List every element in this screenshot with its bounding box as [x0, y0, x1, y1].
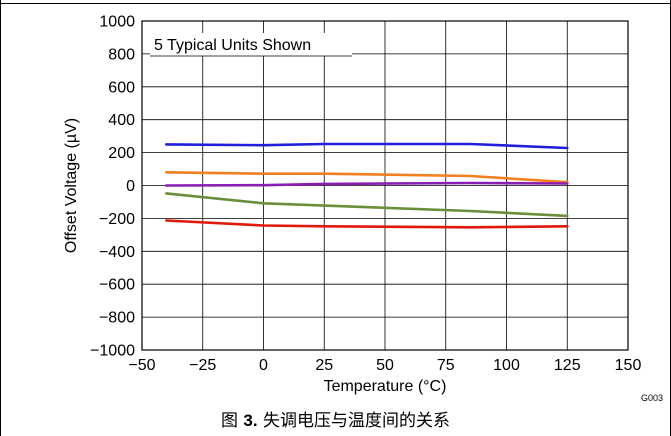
offset-voltage-chart: 5 Typical Units Shown −50 −25 0 25 50 75 100 125…: [63, 14, 663, 404]
y-tick-label: 1000: [99, 14, 135, 31]
caption-prefix: 图: [221, 411, 244, 431]
plot-area-border: [141, 20, 629, 351]
figure-caption: 图 3. 失调电压与温度间的关系: [0, 406, 671, 431]
caption-text: 失调电压与温度间的关系: [257, 411, 450, 431]
x-tick-label: 125: [554, 357, 581, 374]
x-tick-label: −50: [128, 357, 155, 374]
y-tick-label: 400: [108, 112, 135, 129]
series-line-3: [165, 181, 569, 187]
y-axis-title: Offset Voltage (µV): [63, 118, 80, 253]
series-line-5: [165, 219, 569, 229]
y-tick-label: 800: [108, 46, 135, 63]
y-tick-label: −1000: [90, 343, 135, 360]
y-tick-label: 200: [108, 145, 135, 162]
x-tick-label: 75: [437, 357, 455, 374]
caption-figure-number: 3.: [243, 411, 258, 430]
y-tick-label: −400: [99, 244, 135, 261]
series-line-4: [165, 192, 569, 218]
annotation-text: 5 Typical Units Shown: [154, 37, 311, 54]
series-line-1: [165, 142, 569, 150]
x-tick-label: 50: [376, 357, 394, 374]
x-tick-label: 150: [615, 357, 642, 374]
x-tick-label: 0: [259, 357, 268, 374]
y-tick-label: −200: [99, 211, 135, 228]
y-tick-label: −600: [99, 277, 135, 294]
series-line-2: [165, 171, 569, 184]
figure-code: G003: [641, 393, 663, 403]
x-axis-title: Temperature (°C): [324, 378, 447, 395]
x-tick-label: 100: [493, 357, 520, 374]
x-tick-label: 25: [315, 357, 333, 374]
y-tick-label: 0: [126, 178, 135, 195]
y-tick-label: −800: [99, 310, 135, 327]
x-tick-label: −25: [189, 357, 216, 374]
y-tick-label: 600: [108, 79, 135, 96]
annotation-box: [150, 33, 352, 56]
